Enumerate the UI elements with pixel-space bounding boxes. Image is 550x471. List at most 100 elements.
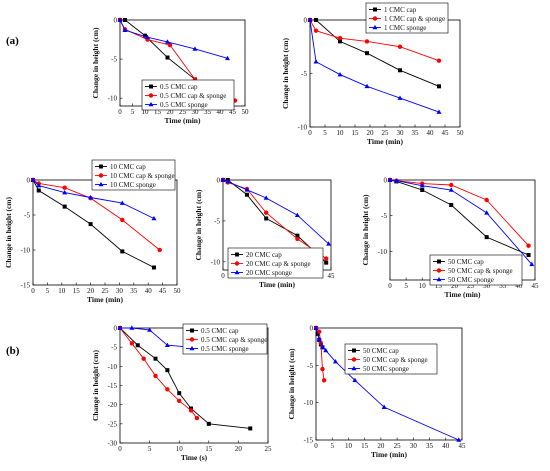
- legend-box: [344, 343, 438, 375]
- legend-label: 50 CMC cap & sponge: [363, 356, 428, 364]
- x-tick-label: 0: [118, 108, 122, 116]
- legend-marker: [351, 357, 357, 362]
- x-tick-label: 25: [179, 108, 187, 116]
- y-tick-label: -10: [21, 247, 31, 255]
- data-point: [449, 182, 454, 188]
- legend-marker: [436, 276, 442, 282]
- y-tick-label: -10: [108, 363, 118, 371]
- legend-marker: [148, 101, 154, 107]
- y-tick-label: -5: [111, 56, 117, 64]
- data-point: [88, 222, 93, 227]
- data-point: [381, 404, 387, 409]
- legend-marker: [99, 164, 103, 169]
- y-axis-label: Change in height (cm): [4, 196, 13, 268]
- data-point: [62, 185, 67, 190]
- x-axis-label: Time (min): [259, 280, 295, 289]
- x-tick-label: 30: [397, 129, 405, 137]
- legend-marker: [372, 24, 378, 30]
- legend-label: 50 CMC cap: [448, 258, 484, 266]
- legend-box: [91, 159, 176, 191]
- data-point: [36, 188, 41, 193]
- series-square: [118, 326, 253, 431]
- y-tick-label: 0: [304, 17, 308, 25]
- data-point: [245, 192, 249, 197]
- data-point: [120, 249, 125, 254]
- legend-box: [141, 79, 235, 111]
- y-tick-label: -10: [211, 258, 221, 266]
- data-point: [263, 195, 269, 200]
- legend-label: 1 CMC cap: [384, 6, 417, 14]
- x-tick-label: 15: [352, 129, 360, 137]
- x-tick-label: 45: [459, 442, 467, 450]
- series-triangle: [220, 177, 332, 246]
- data-point: [338, 39, 342, 44]
- legend-marker: [372, 16, 378, 21]
- legend-box: [429, 254, 523, 286]
- y-tick-label: 0: [310, 325, 314, 333]
- x-tick-label: 35: [499, 282, 507, 290]
- x-tick-label: 40: [217, 108, 225, 116]
- data-point: [120, 217, 125, 223]
- legend-label: 20 CMC cap & sponge: [246, 260, 311, 268]
- data-point: [225, 179, 231, 184]
- data-point: [264, 210, 269, 215]
- y-tick-label: 0: [114, 17, 118, 25]
- x-tick-label: 35: [130, 287, 138, 295]
- x-tick-label: 50: [457, 129, 465, 137]
- y-axis-label: Change in height (cm): [287, 348, 296, 420]
- legend-box: [365, 2, 449, 34]
- data-point: [153, 356, 158, 361]
- y-axis-label: Change in height (cm): [194, 189, 203, 261]
- legend-label: 50 CMC cap: [363, 347, 399, 355]
- series-line: [32, 179, 155, 268]
- data-point: [62, 190, 68, 195]
- x-tick-label: 40: [442, 442, 450, 450]
- data-point: [145, 34, 150, 39]
- x-tick-label: 20: [87, 287, 95, 295]
- x-tick-label: 0: [388, 282, 392, 290]
- data-point: [30, 177, 36, 182]
- data-point: [316, 336, 322, 341]
- data-point: [419, 183, 425, 188]
- legend-label: 0.5 CMC cap: [201, 327, 239, 335]
- series-line: [309, 19, 440, 113]
- data-point: [143, 33, 147, 38]
- legend-label: 1 CMC cap & sponge: [384, 15, 445, 23]
- x-tick-label: 30: [410, 442, 418, 450]
- x-tick-label: 5: [404, 282, 408, 290]
- data-point: [122, 27, 128, 32]
- x-tick-label: 30: [483, 282, 491, 290]
- y-tick-label: -5: [381, 212, 387, 220]
- data-point: [484, 235, 489, 240]
- data-point: [167, 42, 173, 48]
- data-point: [194, 415, 200, 421]
- data-point: [313, 325, 319, 330]
- data-point: [364, 39, 370, 44]
- x-axis-label: Time (min): [367, 137, 403, 146]
- series-line: [32, 179, 155, 219]
- y-tick-label: -5: [307, 362, 313, 370]
- data-point: [397, 95, 403, 100]
- x-tick-label: 10: [419, 282, 427, 290]
- y-tick-label: -15: [304, 437, 314, 445]
- x-tick-label: 10: [337, 129, 345, 137]
- data-point: [456, 437, 462, 442]
- y-axis-label: Change in height (cm): [361, 194, 370, 266]
- series-line: [119, 327, 251, 429]
- x-tick-label: 45: [532, 282, 540, 290]
- y-tick-label: -10: [378, 248, 388, 256]
- data-point: [323, 347, 329, 353]
- x-tick-label: 10: [345, 442, 353, 450]
- data-point: [319, 344, 325, 349]
- data-point: [449, 203, 454, 207]
- data-point: [526, 253, 531, 257]
- data-point: [225, 55, 230, 61]
- y-tick-label: 0: [114, 325, 118, 333]
- chart-6: 0 5 10 15 20 25 0 -5 -10 -15 -20 -25 -30 Time (s) Chan…: [91, 323, 272, 462]
- legend-label: 20 CMC sponge: [246, 269, 292, 277]
- x-tick-label: 5: [131, 108, 135, 116]
